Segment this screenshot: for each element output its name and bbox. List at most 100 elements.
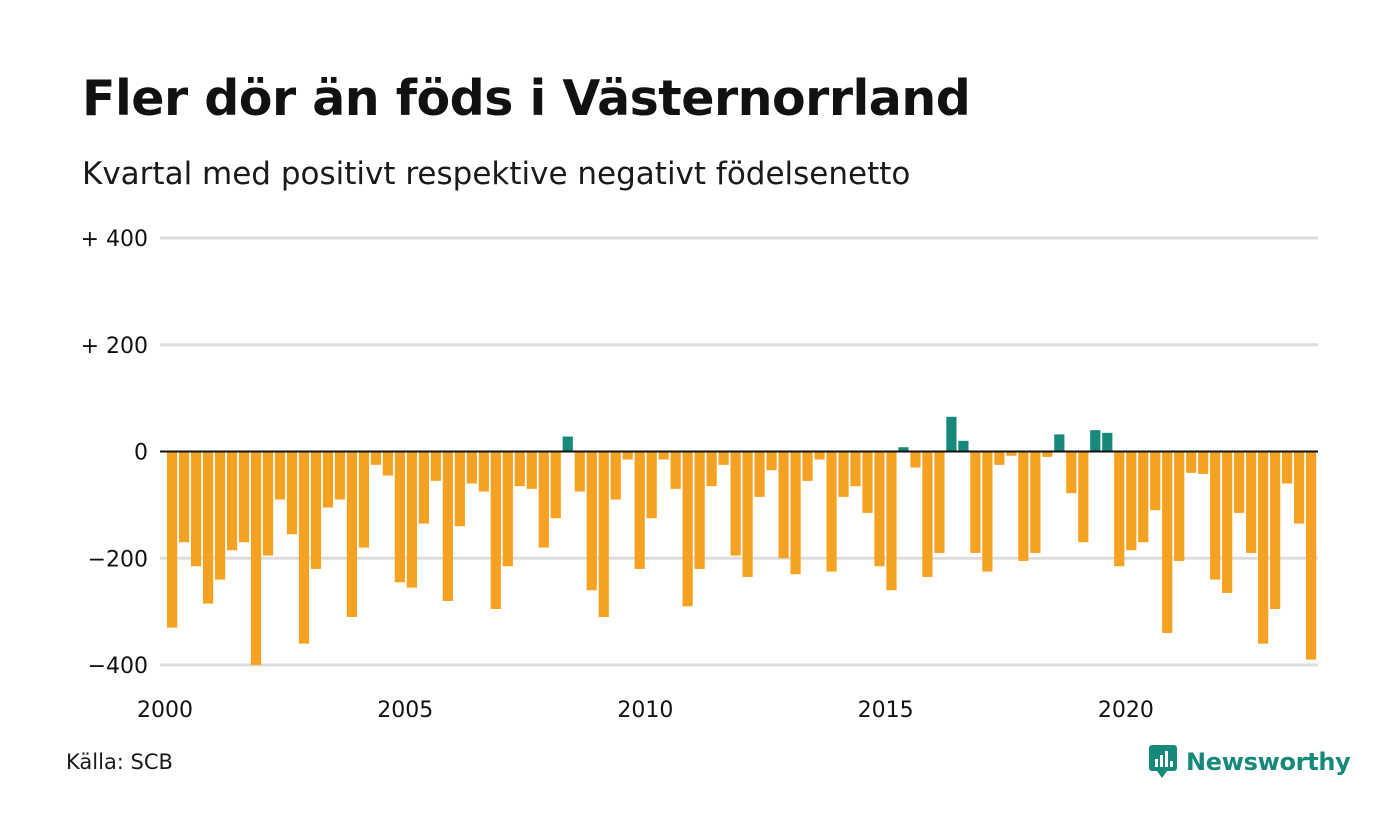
- bar: [1090, 430, 1101, 452]
- bar: [286, 451, 298, 535]
- bar: [226, 451, 238, 551]
- x-tick-label: 2000: [137, 698, 193, 723]
- bar: [1186, 451, 1197, 473]
- bar: [598, 451, 609, 617]
- bar: [646, 451, 657, 519]
- bar: [1006, 451, 1017, 456]
- bar: [862, 451, 873, 513]
- bar: [946, 416, 957, 452]
- bar: [826, 451, 837, 572]
- bar: [694, 451, 705, 569]
- bar: [418, 451, 429, 524]
- brand-name: Newsworthy: [1186, 748, 1351, 776]
- bar: [1246, 451, 1257, 553]
- bar: [634, 451, 645, 569]
- bar: [382, 451, 393, 476]
- bar: [358, 451, 370, 548]
- x-axis: 2000 2005 2010 2015 2020: [137, 698, 1154, 723]
- bar: [982, 451, 993, 572]
- y-tick-label: −400: [88, 654, 148, 679]
- bar: [406, 451, 417, 588]
- bar: [574, 451, 585, 492]
- chart-title: Fler dör än föds i Västernorrland: [82, 70, 971, 127]
- bar: [622, 451, 633, 460]
- y-axis: + 400 + 200 0 −200 −400: [81, 227, 148, 679]
- bar: [886, 451, 897, 591]
- bar: [1198, 451, 1209, 474]
- bar: [934, 451, 945, 553]
- bar: [1174, 451, 1185, 561]
- newsworthy-logo-icon: [1149, 745, 1177, 778]
- bar: [670, 451, 681, 489]
- chart-subtitle: Kvartal med positivt respektive negativt…: [82, 156, 911, 192]
- bar: [1102, 432, 1113, 452]
- bar: [1114, 451, 1125, 567]
- bar: [346, 451, 358, 617]
- y-tick-label: + 400: [81, 227, 148, 252]
- bar: [1138, 451, 1149, 543]
- bar: [1294, 451, 1305, 524]
- bar: [970, 451, 981, 553]
- bar: [454, 451, 465, 527]
- bar: [910, 451, 921, 468]
- y-tick-label: −200: [88, 547, 148, 572]
- y-tick-label: + 200: [81, 334, 148, 359]
- y-tick-label: 0: [134, 441, 148, 466]
- bar: [394, 451, 405, 583]
- bar: [718, 451, 729, 465]
- bar: [706, 451, 717, 487]
- bar: [370, 451, 382, 465]
- bar: [250, 451, 262, 665]
- bar: [562, 436, 573, 452]
- bar: [262, 451, 274, 556]
- grid-lines: [160, 236, 1318, 667]
- bar: [1030, 451, 1041, 553]
- bar: [1270, 451, 1281, 609]
- bar: [334, 451, 346, 500]
- x-tick-label: 2015: [858, 698, 914, 723]
- bar: [1018, 451, 1029, 561]
- bar: [502, 451, 513, 567]
- source-note: Källa: SCB: [66, 750, 173, 774]
- bar: [778, 451, 789, 559]
- bar: [838, 451, 849, 497]
- bar: [442, 451, 453, 601]
- bar: [586, 451, 597, 591]
- bar: [754, 451, 765, 497]
- bar: [178, 451, 190, 543]
- bar: [538, 451, 549, 548]
- bar: [1258, 451, 1269, 644]
- bar: [490, 451, 501, 609]
- bar: [850, 451, 861, 487]
- bar: [1066, 451, 1077, 494]
- bar: [1042, 451, 1053, 457]
- bar: [167, 451, 178, 628]
- bar: [1078, 451, 1089, 543]
- bar: [1306, 451, 1317, 660]
- bar: [190, 451, 202, 567]
- bar: [238, 451, 250, 543]
- bar: [214, 451, 226, 580]
- x-tick-label: 2010: [617, 698, 673, 723]
- bar: [298, 451, 310, 644]
- bar: [1234, 451, 1245, 513]
- bar: [1210, 451, 1221, 580]
- bar: [742, 451, 753, 577]
- bar: [526, 451, 537, 489]
- bar: [310, 451, 322, 569]
- bar: [874, 451, 885, 567]
- x-tick-label: 2020: [1098, 698, 1154, 723]
- brand-logo[interactable]: Newsworthy: [1148, 744, 1351, 780]
- bar: [1126, 451, 1137, 551]
- bar: [1054, 434, 1065, 452]
- bar: [814, 451, 825, 460]
- bar: [274, 451, 286, 500]
- bar: [202, 451, 214, 604]
- bar: [658, 451, 669, 460]
- bar: [478, 451, 489, 492]
- bar: [898, 447, 909, 452]
- bar: [1162, 451, 1173, 633]
- bar: [322, 451, 334, 508]
- bar: [1222, 451, 1233, 593]
